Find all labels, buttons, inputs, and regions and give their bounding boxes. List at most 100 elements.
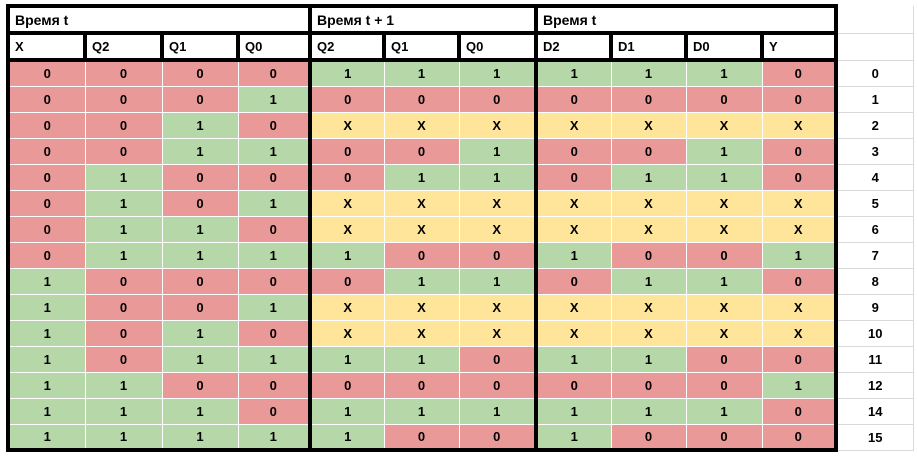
cell[interactable]: 0 [458,85,536,112]
cell[interactable]: 1 [308,241,384,268]
cell[interactable]: X [308,293,384,320]
row-label[interactable]: 5 [836,190,914,217]
cell[interactable]: 1 [308,59,384,86]
cell[interactable]: 1 [610,163,686,190]
column-header-cell[interactable]: Q2 [83,31,164,62]
column-header-cell[interactable]: Q0 [457,31,538,62]
cell[interactable]: 0 [84,267,162,294]
cell[interactable]: 1 [6,423,85,452]
cell[interactable]: 1 [161,345,238,372]
cell[interactable]: 1 [610,59,686,86]
cell[interactable]: X [534,319,611,346]
cell[interactable]: 1 [458,397,536,424]
row-label[interactable]: 9 [836,294,914,321]
cell[interactable]: 0 [308,85,384,112]
row-label[interactable]: 3 [836,138,914,165]
cell[interactable]: 0 [237,59,310,86]
cell[interactable]: 0 [610,137,686,164]
cell[interactable]: 0 [685,423,762,452]
cell[interactable]: 0 [161,59,238,86]
cell[interactable]: 1 [458,163,536,190]
cell[interactable]: X [761,215,838,242]
cell[interactable]: 0 [383,137,459,164]
cell[interactable]: 1 [161,111,238,138]
cell[interactable]: 0 [761,397,838,424]
cell[interactable]: 1 [685,137,762,164]
cell[interactable]: 1 [84,423,162,452]
cell[interactable]: 1 [534,423,611,452]
cell[interactable]: 1 [610,397,686,424]
cell[interactable]: 1 [237,241,310,268]
cell[interactable]: X [383,189,459,216]
cell[interactable]: 1 [237,137,310,164]
cell[interactable]: 1 [84,241,162,268]
cell[interactable]: 1 [237,345,310,372]
cell[interactable]: 0 [383,85,459,112]
cell[interactable]: 0 [761,423,838,452]
cell[interactable]: 0 [84,345,162,372]
cell[interactable]: 0 [161,189,238,216]
cell[interactable]: 1 [6,319,85,346]
cell[interactable]: 1 [84,215,162,242]
cell[interactable]: 1 [6,267,85,294]
cell[interactable]: 0 [6,85,85,112]
cell[interactable]: X [610,293,686,320]
cell[interactable]: X [534,215,611,242]
cell[interactable]: 1 [6,293,85,320]
cell[interactable]: 0 [534,163,611,190]
cell[interactable]: 0 [84,59,162,86]
section-title-cell[interactable]: Время t [534,4,838,35]
cell[interactable]: X [308,189,384,216]
cell[interactable]: 0 [458,241,536,268]
cell[interactable]: 0 [610,85,686,112]
cell[interactable]: 1 [534,241,611,268]
cell[interactable]: 1 [534,397,611,424]
cell[interactable]: 0 [161,85,238,112]
cell[interactable]: 0 [6,111,85,138]
cell[interactable]: 0 [761,345,838,372]
cell[interactable]: X [308,319,384,346]
row-label[interactable]: 6 [836,216,914,243]
cell[interactable]: X [383,293,459,320]
cell[interactable]: X [458,111,536,138]
cell[interactable]: 1 [84,163,162,190]
cell[interactable]: 1 [84,397,162,424]
cell[interactable]: 0 [761,163,838,190]
label-column-spacer[interactable] [836,33,914,61]
cell[interactable]: 1 [383,59,459,86]
cell[interactable]: X [534,293,611,320]
column-header-cell[interactable]: D2 [534,31,613,62]
column-header-cell[interactable]: Q1 [160,31,240,62]
cell[interactable]: X [685,293,762,320]
cell[interactable]: 1 [761,371,838,398]
cell[interactable]: 0 [458,345,536,372]
cell[interactable]: 0 [534,137,611,164]
column-header-cell[interactable]: X [6,31,87,62]
cell[interactable]: X [610,111,686,138]
cell[interactable]: 1 [685,267,762,294]
cell[interactable]: X [534,189,611,216]
row-label[interactable]: 15 [836,424,914,451]
cell[interactable]: 0 [237,397,310,424]
cell[interactable]: 0 [308,267,384,294]
column-header-cell[interactable]: Y [760,31,838,62]
row-label[interactable]: 12 [836,372,914,399]
cell[interactable]: 1 [161,241,238,268]
cell[interactable]: X [761,319,838,346]
row-label[interactable]: 1 [836,86,914,113]
cell[interactable]: 0 [6,215,85,242]
row-label[interactable]: 4 [836,164,914,191]
cell[interactable]: 0 [610,371,686,398]
cell[interactable]: 1 [6,345,85,372]
cell[interactable]: 1 [383,163,459,190]
column-header-cell[interactable]: Q1 [382,31,461,62]
cell[interactable]: 0 [610,241,686,268]
cell[interactable]: 1 [383,345,459,372]
cell[interactable]: 1 [685,163,762,190]
cell[interactable]: 1 [6,397,85,424]
cell[interactable]: 0 [84,293,162,320]
cell[interactable]: X [761,189,838,216]
row-label[interactable]: 10 [836,320,914,347]
cell[interactable]: 1 [161,137,238,164]
cell[interactable]: 1 [84,371,162,398]
